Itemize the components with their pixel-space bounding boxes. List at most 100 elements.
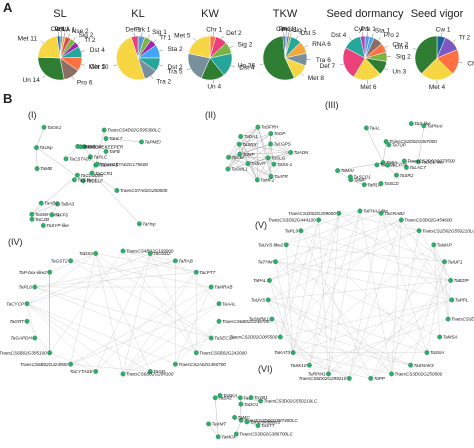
network-node-label: TaLAC7 bbox=[409, 165, 426, 170]
network-node bbox=[415, 159, 421, 165]
network-edge bbox=[270, 143, 291, 153]
network-edge bbox=[65, 146, 78, 159]
network-edge bbox=[447, 280, 451, 320]
network-node bbox=[403, 164, 409, 170]
network-edge bbox=[70, 364, 151, 372]
network-edge bbox=[269, 210, 361, 281]
network-node-label: TaGP bbox=[274, 131, 287, 136]
network-edge bbox=[268, 299, 411, 366]
network-node-label: TaBCP bbox=[87, 144, 102, 149]
slice-leader-line bbox=[133, 32, 135, 37]
network-panel: (III) TaDCL-like TaSA TaAL TaSR2 TaMAI TaMP TaP… bbox=[325, 100, 455, 187]
network-node-label: TaSTOREKEEPER bbox=[84, 144, 124, 149]
network-node-label: TaUVS-like2 bbox=[258, 242, 284, 247]
network-node-label: TaHL7 bbox=[109, 136, 123, 141]
network-edge bbox=[228, 157, 269, 159]
slice-leader-line bbox=[384, 68, 389, 71]
network-node-label: TaGST2 bbox=[51, 258, 68, 263]
network-node-label: TaAL bbox=[369, 126, 380, 131]
pie-slice-label: RNA 6 bbox=[312, 41, 331, 48]
network-edge bbox=[83, 164, 96, 182]
pie-slice-label: Prk 1 bbox=[54, 26, 70, 33]
network-edge bbox=[95, 253, 124, 375]
network-edge bbox=[349, 280, 451, 379]
network-edge bbox=[382, 141, 387, 163]
gene-networks: (I)TaCSLFTaUspTaCLUD93TaSWI-like1TaEXPA5… bbox=[0, 100, 474, 439]
network-edge bbox=[286, 244, 392, 374]
network-node-label: TaMF2 bbox=[260, 178, 275, 183]
network-node-label: TaFHA2-like bbox=[363, 209, 389, 214]
network-node bbox=[49, 212, 55, 218]
network-edge bbox=[240, 126, 258, 137]
network-node bbox=[147, 251, 153, 256]
slice-leader-line bbox=[72, 37, 76, 41]
pie-title: KL bbox=[131, 8, 144, 20]
pie-slice-label: Pro 2 bbox=[384, 32, 400, 39]
network-node bbox=[120, 371, 126, 377]
network-node bbox=[172, 258, 178, 264]
pie-slice-label: Cyt 1 bbox=[354, 26, 370, 33]
network-edge bbox=[175, 286, 212, 365]
network-node-label: TaCYTASE bbox=[70, 369, 94, 374]
pie-title: Seed vigor bbox=[411, 8, 464, 20]
network-edge bbox=[418, 230, 451, 281]
network-edge bbox=[293, 352, 392, 375]
network-edges bbox=[268, 210, 452, 379]
network-node bbox=[40, 223, 46, 228]
network-node-label: TaMOF bbox=[221, 434, 237, 439]
slice-leader-line bbox=[42, 74, 46, 78]
network-node-label: TaMSA bbox=[443, 335, 458, 340]
network-edges bbox=[26, 250, 220, 375]
network-edge bbox=[95, 272, 197, 372]
network-edge bbox=[268, 299, 427, 353]
network-node bbox=[268, 173, 274, 179]
network-node bbox=[268, 141, 273, 147]
network-node-label: TaPPL bbox=[455, 298, 469, 303]
network-edge bbox=[122, 253, 151, 375]
pie-title: Seed dormancy bbox=[326, 8, 404, 20]
network-edge bbox=[247, 143, 271, 164]
network-node bbox=[266, 277, 272, 283]
network-edge bbox=[433, 244, 451, 281]
network-edge bbox=[286, 244, 294, 353]
network-node bbox=[215, 434, 221, 440]
network-edge bbox=[122, 303, 220, 375]
network-node-label: TaSNRK1 bbox=[249, 317, 270, 322]
pie-chart: KL Prk 1 Sig 1Tf 1 Sta 2 Dst 2 Tra 2 Met 10 Def… bbox=[89, 8, 183, 85]
slice-leader-line bbox=[304, 45, 308, 48]
pie-slice-label: RNA 1 bbox=[57, 27, 76, 34]
slice-leader-line bbox=[295, 35, 299, 40]
network-edge bbox=[239, 143, 271, 155]
pie-slice-label: Dst 5 bbox=[301, 30, 317, 37]
network-edge bbox=[95, 253, 151, 372]
network-edge bbox=[70, 260, 212, 288]
network-node bbox=[380, 160, 386, 166]
network-node bbox=[383, 139, 389, 145]
network-node bbox=[245, 161, 251, 167]
network-node-label: TaFB bbox=[109, 149, 120, 154]
network-edge bbox=[309, 365, 371, 379]
network-node-label: TaCSLF bbox=[86, 179, 104, 184]
network-node-label: TaPNAI bbox=[427, 123, 443, 128]
pie-slice-label: Tf 2 bbox=[459, 34, 471, 41]
network-node bbox=[216, 318, 222, 324]
slice-leader-line bbox=[452, 39, 456, 43]
pie-slice-label: Dst 4 bbox=[90, 47, 106, 54]
network-node bbox=[244, 419, 250, 425]
network-node bbox=[208, 284, 214, 290]
network-edge bbox=[70, 260, 212, 339]
network-edge bbox=[257, 164, 275, 181]
network-node-label: TaHsp bbox=[142, 221, 156, 226]
pie-slice-label: Chr 1 bbox=[206, 26, 222, 33]
network-edge bbox=[26, 253, 96, 304]
network-edge bbox=[292, 213, 339, 353]
pie-slice bbox=[262, 35, 295, 81]
network-node bbox=[431, 242, 437, 248]
network-node-label: TaGAPDH bbox=[11, 336, 33, 341]
slice-leader-line bbox=[212, 79, 214, 84]
network-node-label: TaSML1 bbox=[231, 167, 248, 172]
pie-slice-label: Sta 2 bbox=[167, 46, 183, 53]
network-node bbox=[78, 144, 84, 150]
